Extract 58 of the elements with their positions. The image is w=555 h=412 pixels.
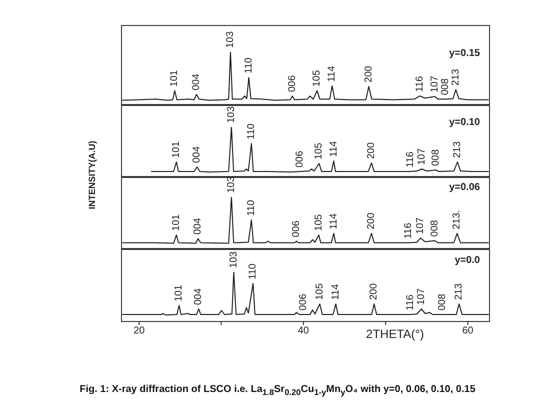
annotation: 103	[228, 250, 240, 268]
annotation: 004	[192, 146, 203, 163]
annotation: 107	[414, 216, 426, 234]
text: Fig. 1: X-ray diffraction of LSCO i.e. La$_{1.8}$Sr$_{0.20}$Cu$_{1-y}$Mn$_{y}$O₄ with y=0, 0.06, 0.10, 0.15	[80, 384, 476, 397]
annotation: 110	[246, 200, 257, 216]
annotation: 213	[452, 140, 463, 158]
x-tick-label: 40	[298, 326, 310, 336]
text: y=0.15	[449, 47, 480, 61]
annotation: 116	[404, 151, 416, 168]
annotation: 004	[190, 73, 202, 90]
text: y=0.10	[449, 116, 480, 130]
annotation: 101	[174, 284, 185, 302]
annotation: 006	[298, 293, 309, 310]
annotation: 006	[290, 220, 302, 238]
annotation: 103	[226, 176, 237, 193]
annotation: 004	[193, 288, 204, 305]
annotation: 116	[403, 222, 414, 239]
annotation: 006	[294, 150, 306, 168]
annotation: 006	[286, 74, 298, 92]
annotation: 103	[226, 106, 237, 123]
annotation: 008	[429, 220, 440, 237]
annotation: 110	[246, 123, 257, 140]
annotation: 200	[366, 212, 377, 230]
annotation: 008	[440, 78, 452, 96]
annotation: 103	[224, 30, 236, 48]
annotation: 105	[313, 214, 324, 231]
annotation: 213	[450, 68, 462, 86]
annotation: 101	[170, 214, 182, 231]
annotation: 213.	[452, 210, 463, 230]
annotation: 105	[314, 142, 325, 160]
annotation: 107	[429, 75, 440, 93]
text: y=0.06	[449, 181, 480, 195]
annotation: 213	[454, 282, 465, 300]
annotation: 101	[169, 70, 180, 87]
text: y=0.0	[454, 254, 480, 268]
annotation: 114	[328, 140, 340, 157]
y-axis-title: INTENSITY(A.U)	[87, 140, 97, 210]
annotation: 008	[430, 148, 442, 166]
annotation: 101	[170, 140, 182, 158]
annotation: 008	[436, 293, 448, 310]
annotation: 114	[328, 213, 340, 230]
annotation: 200	[366, 142, 377, 159]
annotation: 105	[314, 282, 326, 300]
x-axis-title: 2THETA(°)	[366, 327, 424, 341]
annotation: 107	[416, 148, 428, 165]
annotation: 114	[330, 284, 342, 300]
x-tick-label: 20	[134, 326, 146, 336]
annotation: 116	[404, 294, 416, 310]
annotation: 116	[414, 76, 426, 92]
annotation: 105	[312, 70, 323, 87]
annotation: 004	[192, 217, 204, 235]
annotation: 200	[363, 65, 374, 82]
annotation: 107	[416, 288, 427, 305]
annotation: 114	[326, 66, 338, 82]
x-tick-label: 60	[462, 326, 474, 336]
annotation: 110	[248, 263, 259, 280]
annotation: 200	[368, 282, 380, 300]
annotation: 110	[243, 57, 254, 74]
